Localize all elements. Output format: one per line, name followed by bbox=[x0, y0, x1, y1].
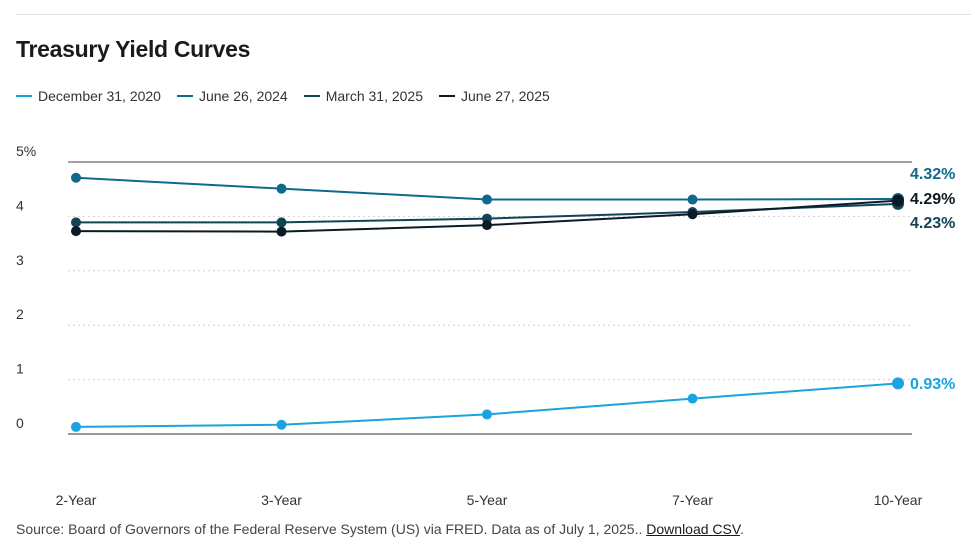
legend-swatch-3 bbox=[303, 95, 320, 97]
legend-label-1: December 31, 2020 bbox=[38, 88, 161, 104]
x-tick-label-2: 3-Year bbox=[261, 492, 302, 508]
series-4-point-4 bbox=[687, 209, 698, 220]
series-2-point-3 bbox=[482, 194, 492, 205]
series-2-point-4 bbox=[687, 194, 698, 205]
series-3-point-1 bbox=[71, 217, 81, 228]
x-tick-label-5: 10-Year bbox=[874, 492, 923, 508]
x-tick-label-1: 2-Year bbox=[56, 492, 97, 508]
legend-label-2: June 26, 2024 bbox=[198, 88, 288, 104]
x-tick-label-3: 5-Year bbox=[467, 492, 508, 508]
source-text: Source: Board of Governors of the Federa… bbox=[16, 521, 643, 537]
series-4-point-3 bbox=[482, 220, 492, 231]
y-tick-label-3: 3 bbox=[16, 252, 24, 268]
source-trailing: . bbox=[739, 521, 744, 537]
legend-swatch-4 bbox=[439, 95, 456, 97]
legend-item-3: March 31, 2025 bbox=[303, 88, 424, 104]
series-1-point-5 bbox=[892, 377, 904, 390]
legend-label-3: March 31, 2025 bbox=[325, 88, 424, 104]
legend-swatch-2 bbox=[176, 95, 193, 97]
series-3-point-2 bbox=[276, 217, 287, 228]
y-tick-label-2: 2 bbox=[16, 306, 24, 322]
legend-swatch-1 bbox=[16, 95, 32, 97]
series-4-point-1 bbox=[71, 226, 81, 237]
y-tick-label-4: 4 bbox=[16, 197, 24, 213]
y-tick-label-0: 0 bbox=[16, 415, 24, 431]
series-4-point-5 bbox=[892, 194, 904, 207]
top-divider bbox=[16, 14, 971, 15]
legend-item-4: June 27, 2025 bbox=[439, 88, 550, 104]
legend-label-4: June 27, 2025 bbox=[461, 88, 550, 104]
series-1-point-3 bbox=[482, 409, 492, 420]
download-csv-link[interactable]: Download CSV bbox=[646, 521, 740, 537]
y-tick-label-5: 5% bbox=[16, 143, 36, 159]
end-label-1: 0.93% bbox=[910, 376, 955, 393]
series-2-point-2 bbox=[276, 183, 287, 194]
chart-title: Treasury Yield Curves bbox=[16, 36, 251, 62]
end-label-4: 4.29% bbox=[910, 191, 955, 208]
series-4-point-2 bbox=[276, 226, 287, 237]
y-tick-label-1: 1 bbox=[16, 361, 24, 377]
series-2-point-1 bbox=[71, 172, 81, 183]
legend-item-1: December 31, 2020 bbox=[16, 88, 161, 104]
series-1-point-4 bbox=[687, 393, 698, 404]
chart-legend: December 31, 2020 June 26, 2024 March 31… bbox=[16, 88, 550, 104]
end-label-2: 4.32% bbox=[910, 166, 955, 183]
end-label-3: 4.23% bbox=[910, 215, 955, 232]
series-1-point-2 bbox=[276, 419, 287, 430]
legend-item-2: June 26, 2024 bbox=[176, 88, 288, 104]
source-note: Source: Board of Governors of the Federa… bbox=[16, 521, 744, 537]
series-1-point-1 bbox=[71, 421, 81, 432]
x-tick-label-4: 7-Year bbox=[672, 492, 713, 508]
series-line-1 bbox=[75, 382, 899, 428]
